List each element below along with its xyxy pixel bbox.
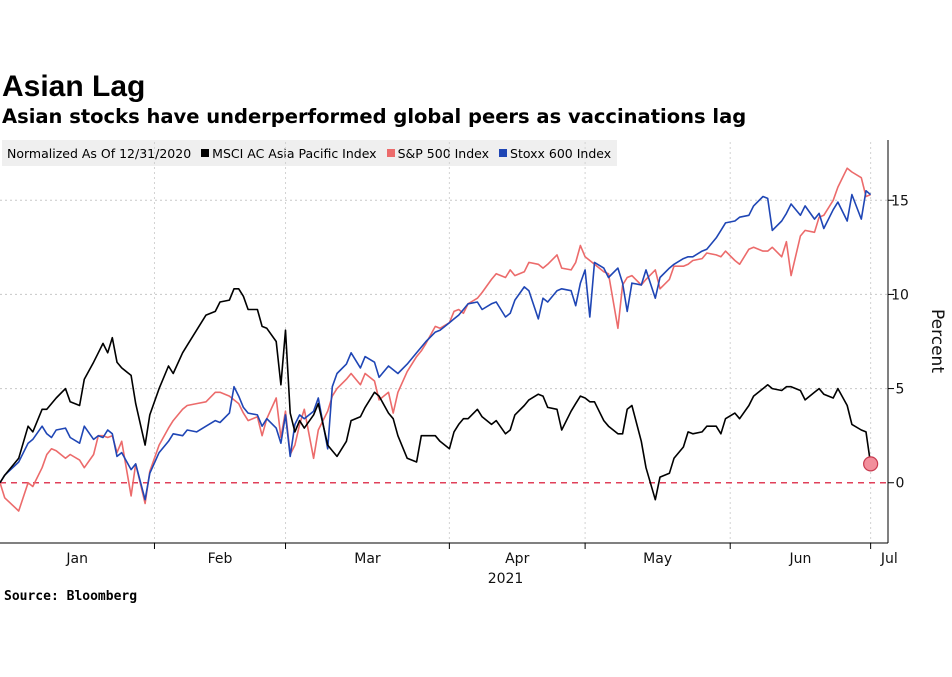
x-year-label: 2021 — [488, 571, 524, 587]
legend-item-msci: MSCI AC Asia Pacific Index — [201, 145, 377, 161]
x-tick-label: Feb — [208, 551, 233, 567]
x-tick-label: Jan — [65, 551, 88, 567]
chart-title: Asian Lag — [2, 70, 146, 103]
series-line-msci — [0, 287, 872, 501]
legend-header: Normalized As Of 12/31/2020 — [7, 145, 192, 161]
chart-legend: Normalized As Of 12/31/2020 MSCI AC Asia… — [2, 140, 618, 166]
legend-label-msci: MSCI AC Asia Pacific Index — [212, 145, 377, 161]
chart-axes — [0, 140, 894, 549]
series-layer — [0, 167, 879, 512]
legend-swatch-sp500 — [386, 149, 395, 157]
series-line-stoxx — [0, 190, 872, 501]
y-tick-label: 0 — [896, 476, 905, 492]
y-tick-label: 5 — [896, 382, 905, 398]
y-tick-label: 15 — [891, 193, 909, 209]
source-note: Source: Bloomberg — [4, 589, 138, 604]
legend-label-sp500: S&P 500 Index — [397, 145, 490, 161]
y-axis-label: Percent — [927, 309, 947, 373]
legend-item-sp500: S&P 500 Index — [386, 145, 490, 161]
x-tick-label: Jun — [788, 551, 811, 567]
legend-item-stoxx: Stoxx 600 Index — [499, 146, 611, 161]
y-tick-label: 10 — [891, 287, 909, 303]
x-tick-label: Jul — [880, 551, 898, 567]
end-marker-dot — [863, 456, 879, 472]
chart-labels: 15 10 5 0 Jan Feb Mar Apr May Jun Jul 2021 — [65, 193, 908, 587]
x-tick-label: Mar — [354, 551, 381, 567]
x-tick-label: May — [643, 551, 672, 567]
chart-subtitle: Asian stocks have underperformed global … — [2, 105, 747, 128]
legend-swatch-stoxx — [499, 149, 508, 157]
legend-label-stoxx: Stoxx 600 Index — [510, 145, 612, 161]
series-line-sp500 — [0, 167, 871, 512]
x-tick-label: Apr — [505, 551, 529, 567]
legend-swatch-msci — [201, 149, 210, 157]
